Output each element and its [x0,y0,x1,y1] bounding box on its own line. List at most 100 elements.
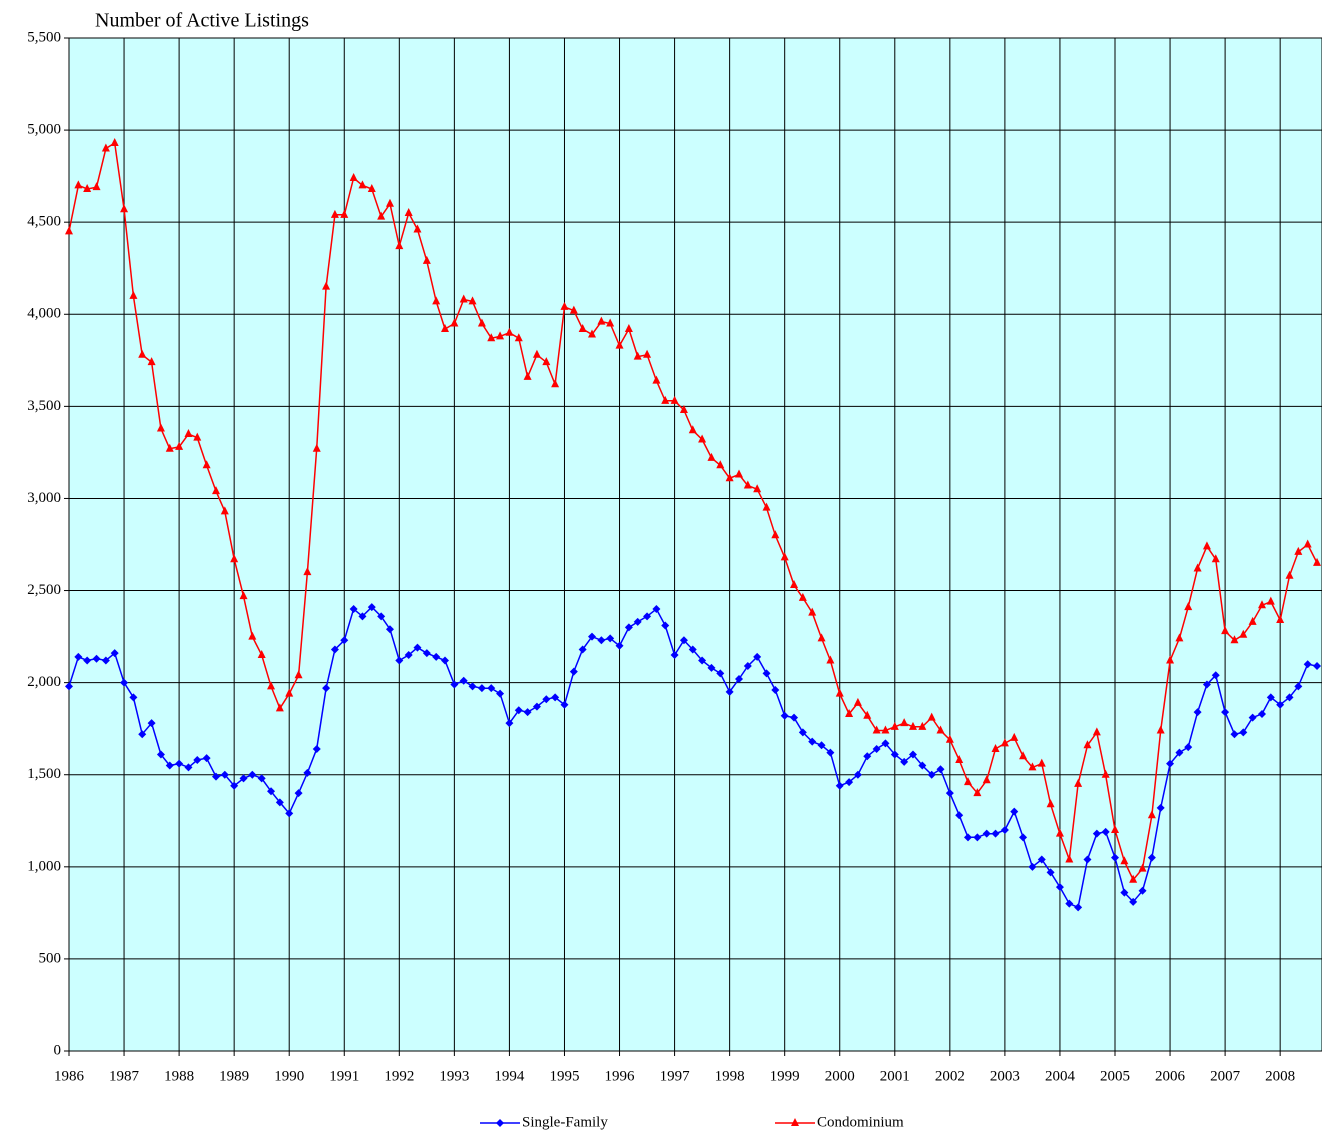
marker [413,224,422,233]
marker [487,684,496,693]
marker [101,143,110,152]
marker [285,809,294,818]
marker [1147,810,1156,819]
marker [688,645,697,654]
marker [1303,660,1312,669]
marker [385,625,394,634]
y-tick-label: 4,000 [27,306,61,322]
x-tick-label: 2002 [935,1068,965,1084]
marker [432,652,441,661]
marker [743,662,752,671]
marker [982,775,991,784]
marker [101,656,110,665]
marker [138,349,147,358]
marker [1065,899,1074,908]
marker [257,650,266,659]
marker [92,654,101,663]
marker [83,656,92,665]
marker [1239,629,1248,638]
x-tick-label: 1997 [660,1068,691,1084]
marker [551,693,560,702]
marker [817,633,826,642]
marker [303,768,312,777]
marker [1266,596,1275,605]
y-tick-label: 1,500 [27,766,61,782]
marker [633,617,642,626]
marker [74,652,83,661]
marker [239,774,248,783]
marker [588,329,597,338]
marker [422,255,431,264]
marker [1028,862,1037,871]
marker [964,833,973,842]
marker [817,741,826,750]
x-tick-label: 1998 [715,1068,745,1084]
marker [211,772,220,781]
marker [624,324,633,333]
marker [982,829,991,838]
marker [441,324,450,333]
marker [248,770,257,779]
marker [707,663,716,672]
marker [652,604,661,613]
marker [597,636,606,645]
y-tick-label: 2,500 [27,582,61,598]
marker [532,702,541,711]
marker [1285,570,1294,579]
marker [1193,563,1202,572]
x-tick-label: 1988 [164,1068,194,1084]
marker [1211,554,1220,563]
marker [798,592,807,601]
marker [230,781,239,790]
marker [367,184,376,193]
marker [945,789,954,798]
marker [193,755,202,764]
marker [285,688,294,697]
marker [881,739,890,748]
marker [211,486,220,495]
y-tick-label: 3,500 [27,398,61,414]
marker [340,209,349,218]
marker [1221,708,1230,717]
marker [1120,888,1129,897]
marker [578,324,587,333]
chart-title: Number of Active Listings [95,10,309,32]
marker [890,750,899,759]
marker [340,636,349,645]
marker [193,432,202,441]
marker [835,781,844,790]
marker [441,656,450,665]
marker [743,480,752,489]
marker [1230,730,1239,739]
marker [1129,897,1138,906]
marker [716,669,725,678]
y-tick-label: 5,500 [27,29,61,45]
plot-area [69,38,1322,1051]
marker [845,708,854,717]
marker [1055,828,1064,837]
marker [294,789,303,798]
y-tick-label: 1,000 [27,858,61,874]
marker [1111,824,1120,833]
marker [624,623,633,632]
marker [477,318,486,327]
y-tick-label: 4,500 [27,214,61,230]
marker [1101,827,1110,836]
x-tick-label: 1990 [274,1068,304,1084]
marker [588,632,597,641]
marker [973,833,982,842]
marker [184,428,193,437]
marker [1092,829,1101,838]
marker [1276,615,1285,624]
marker [1313,557,1322,566]
marker [129,693,138,702]
marker [1037,758,1046,767]
marker [184,763,193,772]
x-tick-label: 1992 [384,1068,414,1084]
marker [450,318,459,327]
marker [918,721,927,730]
marker [1193,708,1202,717]
marker [955,811,964,820]
marker [496,689,505,698]
